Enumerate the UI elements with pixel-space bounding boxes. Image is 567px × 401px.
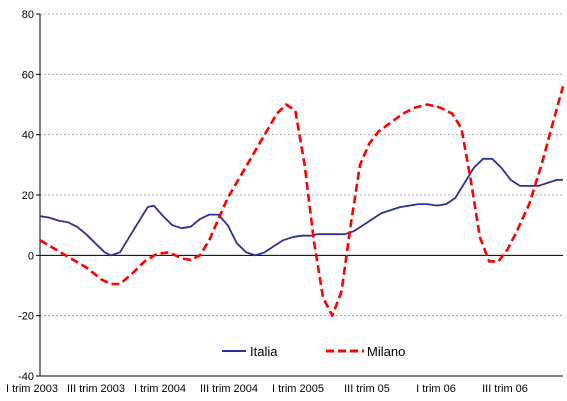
- x-tick-label: III trim 2004: [200, 383, 258, 395]
- x-tick-label: I trim 06: [416, 383, 456, 395]
- series-line-milano: [39, 86, 565, 317]
- legend-label-milano: Milano: [367, 344, 405, 359]
- series-lines: [39, 86, 565, 317]
- y-tick-label: 20: [22, 190, 34, 202]
- y-tick-label: 0: [28, 250, 34, 262]
- x-tick-label: I trim 2004: [134, 383, 186, 395]
- gridlines: [40, 13, 563, 317]
- x-tick-label: III trim 2003: [67, 383, 125, 395]
- legend-label-italia: Italia: [250, 344, 278, 359]
- x-tick-label: III trim 06: [482, 383, 528, 395]
- y-tick-label: 80: [22, 9, 34, 21]
- y-tick-label: 40: [22, 130, 34, 142]
- x-tick-label: III trim 05: [344, 383, 390, 395]
- tick-labels: -40 -20 0 20 40 60 80 I trim 2003 III trim 2003 I…: [6, 9, 528, 395]
- legend: Italia Milano: [222, 344, 405, 359]
- x-tick-label: I trim 2005: [272, 383, 324, 395]
- y-tick-label: -40: [18, 371, 34, 383]
- series-line-italia: [39, 157, 563, 257]
- axes: [36, 13, 563, 377]
- y-tick-label: -20: [18, 311, 34, 323]
- x-tick-label: I trim 2003: [6, 383, 58, 395]
- y-tick-label: 60: [22, 69, 34, 81]
